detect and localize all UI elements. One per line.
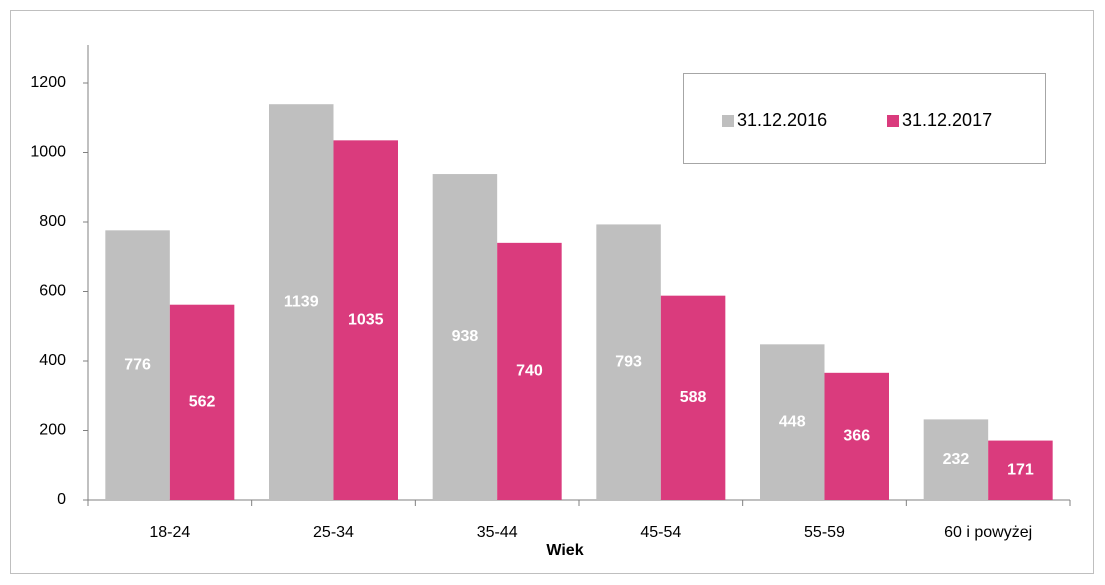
value-label: 232 (943, 451, 970, 468)
x-tick-label: 55-59 (804, 524, 845, 541)
value-label: 793 (615, 353, 642, 370)
bar (988, 440, 1053, 500)
y-tick-label: 400 (39, 352, 66, 369)
legend-label: 31.12.2017 (902, 110, 992, 130)
value-label: 171 (1007, 462, 1034, 479)
x-tick-label: 18-24 (149, 524, 190, 541)
legend-swatch (722, 115, 734, 127)
bar (432, 174, 498, 501)
bar (105, 230, 170, 500)
bar (824, 372, 889, 500)
bar (169, 304, 235, 500)
bar (760, 344, 825, 500)
value-label: 776 (124, 356, 151, 373)
bar (596, 224, 661, 500)
x-tick-label: 60 i powyżej (944, 524, 1032, 541)
y-tick-label: 200 (39, 422, 66, 439)
value-label: 1139 (284, 293, 319, 310)
value-label: 1035 (348, 311, 384, 328)
legend-swatch (887, 115, 899, 127)
y-tick-label: 0 (57, 491, 66, 508)
x-tick-label: 25-34 (313, 524, 354, 541)
x-tick-label: 45-54 (640, 524, 681, 541)
value-label: 562 (189, 394, 216, 411)
value-label: 938 (452, 328, 479, 345)
value-label: 588 (680, 389, 707, 406)
bar (333, 140, 398, 500)
y-tick-label: 600 (39, 283, 66, 300)
value-label: 448 (779, 413, 806, 430)
value-label: 366 (843, 428, 870, 445)
y-tick-label: 1000 (30, 144, 66, 161)
value-label: 740 (516, 363, 543, 380)
y-tick-label: 800 (39, 213, 66, 230)
bar (269, 104, 334, 500)
bar (923, 419, 989, 500)
bar (497, 242, 562, 500)
y-tick-label: 1200 (30, 74, 66, 91)
legend-box (683, 73, 1046, 164)
bar (660, 295, 726, 500)
x-tick-label: 35-44 (477, 524, 518, 541)
legend-label: 31.12.2016 (737, 110, 827, 130)
x-axis-title: Wiek (546, 542, 583, 559)
